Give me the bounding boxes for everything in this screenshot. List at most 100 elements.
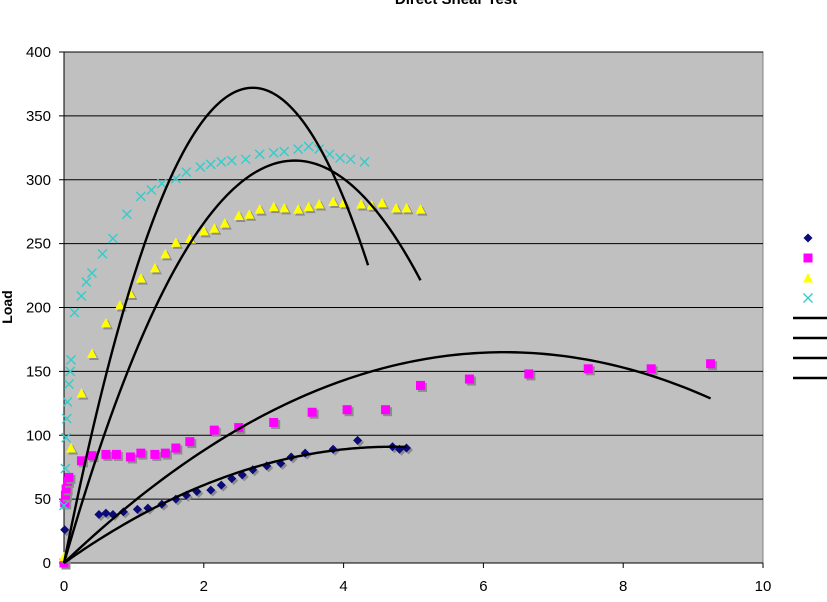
data-point <box>328 196 339 206</box>
y-tick-label: 50 <box>34 491 51 508</box>
data-point <box>65 443 76 453</box>
legend-marker-swatch <box>803 273 813 283</box>
plot-area: 0 50 100 150 200 250 300 350 400 0 2 4 6 8 10 <box>26 44 771 595</box>
data-point <box>135 273 146 283</box>
data-point <box>150 449 160 459</box>
data-point <box>268 147 279 158</box>
data-point <box>335 153 346 164</box>
data-point <box>114 299 125 310</box>
data-point <box>146 184 157 195</box>
data-point <box>345 154 356 165</box>
data-point <box>415 204 426 214</box>
series-4 <box>59 141 370 511</box>
legend-entry-2 <box>803 253 813 263</box>
data-point <box>81 276 92 287</box>
data-point <box>156 178 167 189</box>
data-point <box>60 525 70 535</box>
data-point <box>324 149 335 160</box>
x-tick-label: 8 <box>619 578 627 595</box>
data-point <box>76 388 87 398</box>
fit-curve-3 <box>63 351 712 564</box>
data-point <box>185 437 195 447</box>
data-point <box>160 248 171 259</box>
data-point <box>356 199 367 209</box>
data-point <box>94 509 104 519</box>
data-point <box>342 405 352 415</box>
data-point <box>135 191 146 202</box>
data-point <box>76 291 87 301</box>
data-point <box>216 480 226 490</box>
data-point <box>60 463 71 474</box>
legend-marker-swatch <box>803 293 813 303</box>
data-point <box>101 508 111 518</box>
data-point <box>524 369 534 379</box>
y-tick-label: 0 <box>43 555 51 572</box>
data-point <box>121 209 132 220</box>
series-2 <box>59 359 718 570</box>
data-point <box>583 364 593 374</box>
data-point <box>381 405 391 415</box>
data-point <box>359 156 370 167</box>
data-point <box>254 149 265 160</box>
data-point <box>100 317 111 328</box>
y-tick-label: 150 <box>26 363 51 380</box>
data-point <box>391 202 402 213</box>
data-point <box>216 156 227 167</box>
data-point <box>268 201 279 212</box>
data-point <box>415 380 425 390</box>
legend-entry-3 <box>803 273 813 283</box>
data-point <box>226 155 237 166</box>
data-point <box>307 407 317 417</box>
data-point <box>149 262 160 273</box>
x-tick-label: 6 <box>479 578 487 595</box>
data-point <box>233 210 244 221</box>
data-point <box>269 417 279 427</box>
data-point <box>101 449 111 459</box>
legend <box>793 233 827 380</box>
data-point <box>293 144 304 155</box>
y-tick-label: 200 <box>26 300 51 317</box>
data-point <box>125 452 135 462</box>
data-point <box>171 443 181 453</box>
x-tick-label: 0 <box>60 578 68 595</box>
data-point <box>198 225 209 236</box>
chart-title: Direct Shear Test <box>395 0 517 8</box>
data-point <box>97 248 108 259</box>
data-point <box>706 359 716 369</box>
data-point <box>59 500 69 511</box>
data-point <box>401 202 412 213</box>
y-tick-label: 100 <box>26 427 51 444</box>
data-point <box>160 448 170 458</box>
legend-entry-4 <box>803 293 813 303</box>
data-point <box>254 204 265 214</box>
data-point <box>353 435 363 445</box>
data-point <box>65 366 76 377</box>
y-tick-label: 350 <box>26 108 51 125</box>
data-point <box>205 159 216 170</box>
data-point <box>195 161 206 172</box>
x-tick-label: 10 <box>755 578 772 595</box>
data-point <box>206 485 216 495</box>
data-point <box>65 354 76 365</box>
data-point <box>314 199 325 209</box>
legend-entry-1 <box>803 233 813 243</box>
data-point <box>87 451 97 461</box>
data-point <box>69 307 80 318</box>
data-point <box>132 504 142 514</box>
data-point <box>240 154 251 165</box>
y-tick-label: 400 <box>26 44 51 61</box>
data-point <box>111 449 121 459</box>
data-point <box>62 397 73 408</box>
data-point <box>76 456 86 466</box>
data-point <box>61 484 71 494</box>
legend-marker-swatch <box>803 253 813 263</box>
y-axis-label: Load <box>0 290 15 323</box>
data-point <box>279 202 290 213</box>
data-point <box>136 448 146 458</box>
y-tick-label: 250 <box>26 236 51 253</box>
legend-marker-swatch <box>803 233 813 243</box>
data-point <box>646 364 656 374</box>
data-point <box>279 146 290 157</box>
